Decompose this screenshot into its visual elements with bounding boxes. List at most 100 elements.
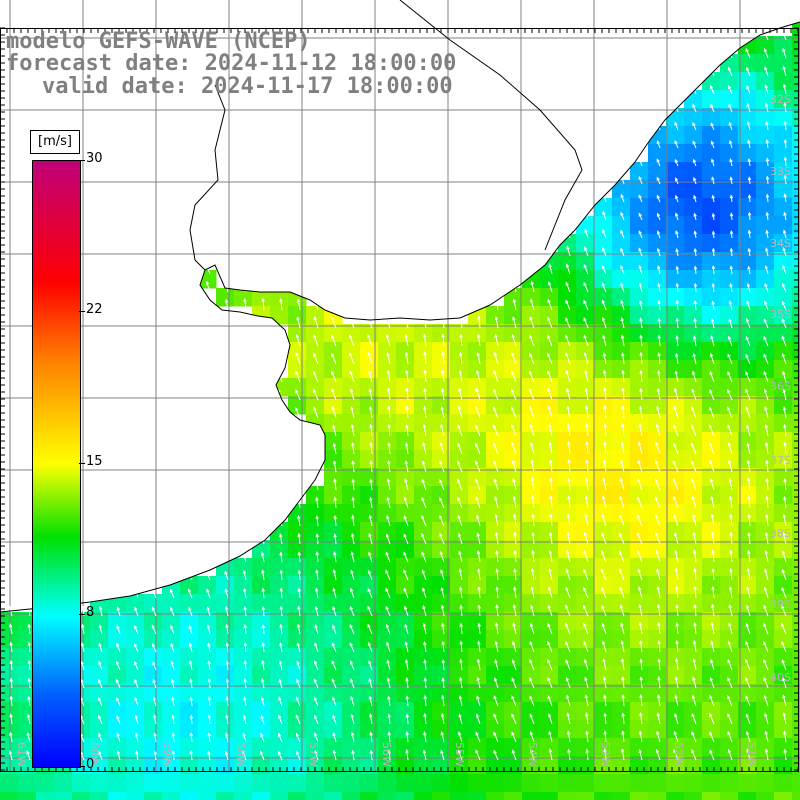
wind-arrow-head — [529, 622, 534, 627]
wind-arrow — [478, 316, 481, 329]
wind-arrow-head — [549, 477, 553, 482]
wind-arrow-head — [675, 585, 679, 590]
wind-arrow — [674, 141, 679, 149]
wind-arrow — [657, 388, 661, 401]
speed-cell — [612, 360, 631, 379]
wind-arrow — [657, 713, 661, 725]
wind-arrow-head — [369, 423, 373, 428]
speed-cell — [612, 450, 631, 469]
speed-cell — [594, 360, 613, 379]
wind-arrow-head — [333, 514, 338, 520]
speed-cell — [414, 324, 433, 343]
wind-arrow-head — [134, 732, 139, 737]
wind-arrow — [315, 479, 319, 491]
speed-cell — [378, 486, 397, 505]
speed-cell — [738, 450, 757, 469]
wind-arrow — [711, 141, 715, 149]
speed-cell — [594, 324, 613, 343]
speed-cell — [198, 774, 217, 793]
speed-cell — [0, 612, 19, 631]
wind-arrow-head — [783, 730, 787, 735]
wind-arrow — [298, 552, 301, 563]
speed-cell — [0, 702, 19, 721]
wind-arrow-head — [618, 550, 623, 555]
wind-arrow — [691, 425, 697, 437]
wind-arrow — [728, 460, 733, 473]
speed-cell — [306, 540, 325, 559]
wind-arrow — [153, 697, 157, 707]
wind-arrow — [262, 607, 265, 617]
wind-arrow-head — [510, 406, 515, 411]
speed-cell — [558, 774, 577, 793]
speed-cell — [720, 522, 739, 541]
wind-arrow-head — [603, 423, 607, 428]
wind-arrow — [658, 335, 661, 347]
wind-arrow — [782, 301, 787, 311]
wind-arrow-head — [530, 477, 535, 482]
wind-arrow-head — [457, 532, 462, 537]
speed-cell — [378, 792, 397, 800]
wind-arrow — [475, 479, 481, 491]
speed-cell — [342, 612, 361, 631]
wind-arrow — [331, 317, 337, 329]
wind-arrow-head — [385, 587, 389, 592]
speed-cell — [666, 594, 685, 613]
wind-arrow — [370, 750, 373, 761]
wind-arrow — [620, 230, 625, 239]
speed-cell — [594, 342, 613, 361]
wind-arrow-head — [656, 387, 661, 392]
wind-arrow — [511, 696, 517, 707]
wind-arrow-head — [747, 157, 752, 163]
wind-arrow-head — [403, 569, 407, 574]
speed-cell — [558, 288, 577, 307]
wind-arrow — [190, 679, 193, 689]
speed-cell — [450, 738, 469, 757]
wind-arrow — [657, 248, 661, 257]
speed-cell — [648, 234, 667, 253]
wind-arrow-head — [243, 605, 247, 611]
speed-cell — [414, 612, 433, 631]
wind-arrow-head — [783, 102, 787, 107]
wind-arrow-head — [673, 532, 678, 537]
wind-arrow — [584, 229, 589, 239]
wind-arrow-head — [530, 441, 534, 446]
speed-cell — [792, 540, 800, 559]
speed-cell — [576, 792, 595, 800]
speed-cell — [306, 702, 325, 721]
speed-cell — [504, 774, 523, 793]
wind-arrow — [621, 424, 625, 437]
wind-arrow — [351, 552, 355, 563]
wind-arrow — [676, 336, 679, 347]
wind-arrow — [565, 300, 571, 311]
wind-arrow — [784, 442, 787, 455]
speed-cell — [324, 558, 343, 577]
wind-arrow-head — [673, 730, 677, 735]
wind-arrow — [423, 334, 427, 347]
speed-cell — [684, 108, 703, 127]
speed-cell — [522, 414, 541, 433]
speed-cell — [522, 792, 541, 800]
speed-cell — [198, 648, 217, 667]
speed-cell — [540, 414, 559, 433]
speed-cell — [360, 522, 379, 541]
speed-cell — [648, 702, 667, 721]
wind-arrow — [441, 388, 445, 401]
wind-arrow — [262, 625, 265, 635]
speed-cell — [162, 702, 181, 721]
wind-arrow-head — [423, 405, 427, 410]
wind-arrow — [604, 388, 607, 401]
wind-arrow — [388, 424, 391, 437]
wind-arrow-head — [637, 550, 641, 555]
wind-arrow — [694, 623, 697, 635]
wind-arrow — [314, 624, 319, 635]
wind-arrow — [730, 568, 733, 581]
wind-arrow — [298, 588, 301, 599]
wind-arrow-head — [675, 177, 679, 182]
wind-arrow — [656, 749, 661, 761]
wind-arrow-head — [279, 551, 283, 556]
speed-cell — [702, 684, 721, 703]
wind-arrow-head — [621, 694, 625, 699]
wind-arrow-head — [639, 369, 643, 374]
wind-arrow — [711, 496, 715, 509]
wind-arrow-head — [386, 659, 390, 664]
